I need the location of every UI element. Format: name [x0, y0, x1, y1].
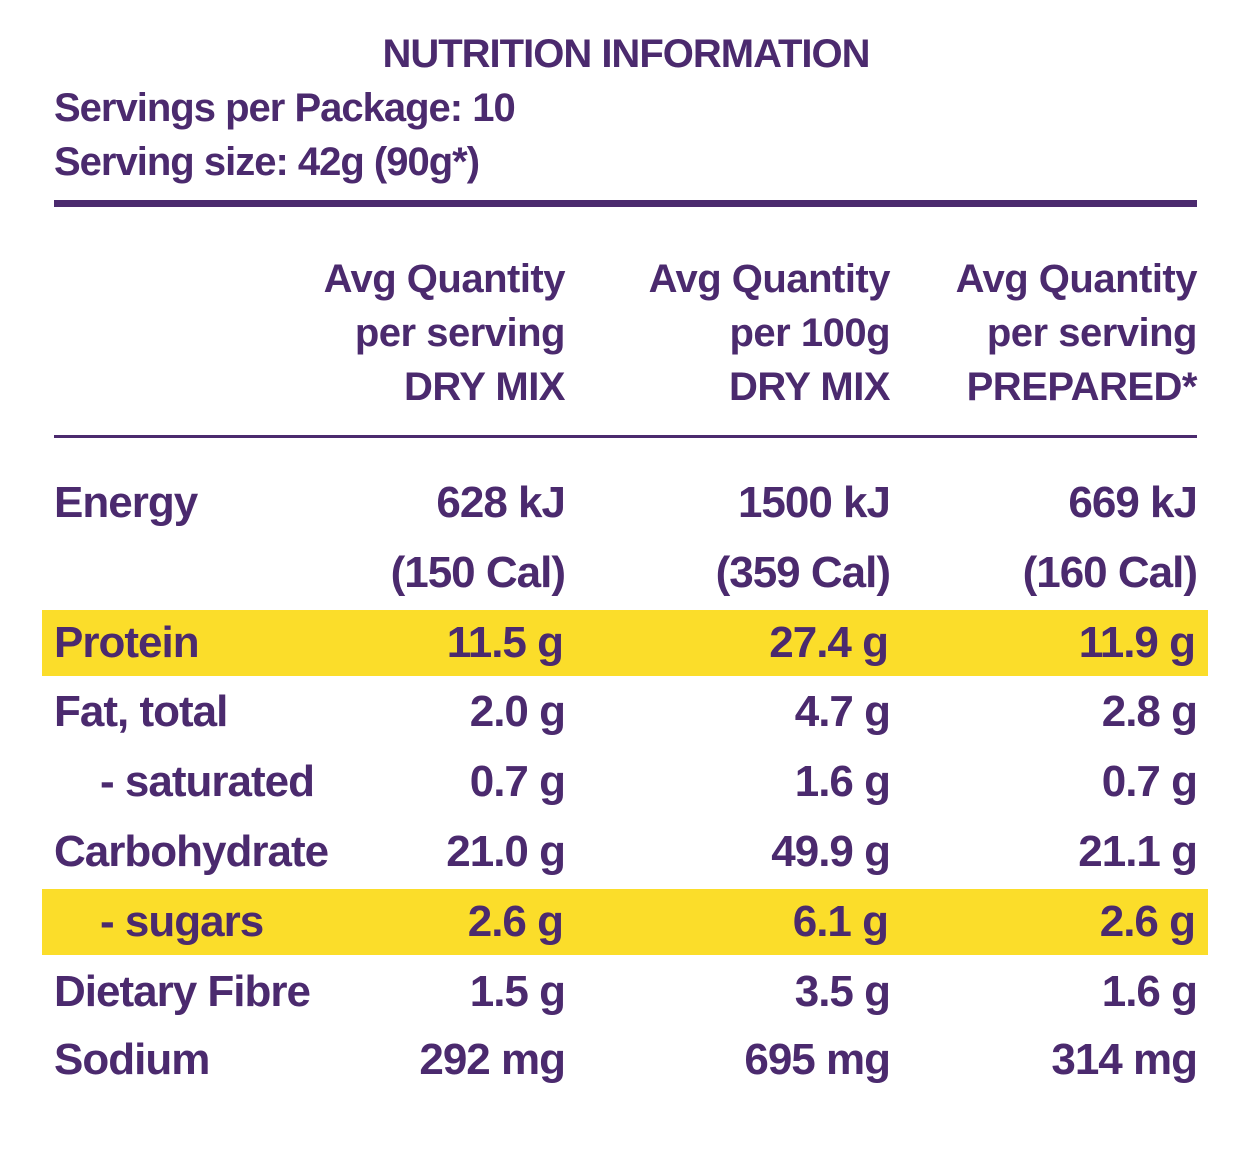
nutrient-value: 3.5 g: [794, 967, 891, 1016]
nutrient-value: 695 mg: [744, 1035, 891, 1084]
header-line: per serving: [354, 311, 566, 355]
nutrient-value: 0.7 g: [469, 757, 566, 806]
nutrient-value: 21.0 g: [446, 827, 566, 876]
nutrient-value: 21.1 g: [1078, 827, 1198, 876]
nutrient-value: 4.7 g: [794, 687, 891, 736]
nutrient-value: 2.0 g: [469, 687, 566, 736]
column-header-dry-serving: Avg Quantity per serving DRY MIX: [323, 252, 566, 414]
nutrient-value: 669 kJ: [1068, 478, 1198, 527]
nutrient-label: - saturated: [100, 757, 315, 806]
nutrient-row: - sugars 2.6 g 6.1 g 2.6 g: [42, 889, 1208, 955]
header-line: per 100g: [729, 311, 890, 355]
nutrient-row: Carbohydrate 21.0 g 49.9 g 21.1 g: [0, 819, 1252, 885]
nutrient-value: 1500 kJ: [737, 478, 891, 527]
nutrient-value: 0.7 g: [1101, 757, 1198, 806]
nutrient-value: 1.6 g: [794, 757, 891, 806]
nutrient-value: (150 Cal): [390, 548, 566, 597]
header-line: DRY MIX: [729, 365, 890, 409]
header-line: DRY MIX: [404, 365, 565, 409]
nutrient-row: Dietary Fibre 1.5 g 3.5 g 1.6 g: [0, 959, 1252, 1025]
nutrient-value: 1.6 g: [1101, 967, 1198, 1016]
nutrient-value: 49.9 g: [771, 827, 891, 876]
nutrient-value: 6.1 g: [792, 897, 889, 946]
nutrient-row: Energy 628 kJ 1500 kJ 669 kJ: [0, 470, 1252, 536]
nutrient-value: 314 mg: [1051, 1035, 1198, 1084]
thick-divider: [54, 200, 1197, 207]
header-line: PREPARED*: [966, 365, 1198, 409]
header-line: per serving: [986, 311, 1198, 355]
nutrient-label: Sodium: [54, 1035, 210, 1084]
label-title: NUTRITION INFORMATION: [382, 32, 870, 76]
nutrient-row: Sodium 292 mg 695 mg 314 mg: [0, 1027, 1252, 1093]
nutrient-value: 27.4 g: [769, 618, 889, 667]
nutrient-value: (160 Cal): [1022, 548, 1198, 597]
nutrient-value: 1.5 g: [469, 967, 566, 1016]
nutrient-label: Dietary Fibre: [54, 967, 311, 1016]
nutrient-value: 292 mg: [419, 1035, 566, 1084]
nutrient-label: Energy: [54, 478, 198, 527]
nutrient-value: 2.8 g: [1101, 687, 1198, 736]
nutrient-value: 11.9 g: [1078, 618, 1196, 667]
nutrient-row: Fat, total 2.0 g 4.7 g 2.8 g: [0, 679, 1252, 745]
nutrient-label: - sugars: [100, 897, 264, 946]
header-line: Avg Quantity: [648, 257, 891, 301]
nutrient-label: Protein: [54, 618, 200, 667]
nutrient-value: 2.6 g: [1099, 897, 1196, 946]
nutrient-label: Carbohydrate: [54, 827, 329, 876]
column-header-dry-100g: Avg Quantity per 100g DRY MIX: [648, 252, 891, 414]
nutrient-value: 11.5 g: [446, 618, 564, 667]
nutrient-label: Fat, total: [54, 687, 228, 736]
header-line: Avg Quantity: [323, 257, 566, 301]
nutrient-row: (150 Cal) (359 Cal) (160 Cal): [0, 540, 1252, 606]
thin-divider: [54, 435, 1197, 438]
nutrient-value: 2.6 g: [467, 897, 564, 946]
header-line: Avg Quantity: [955, 257, 1198, 301]
nutrient-value: 628 kJ: [436, 478, 566, 527]
nutrient-row: - saturated 0.7 g 1.6 g 0.7 g: [0, 749, 1252, 815]
column-header-prepared: Avg Quantity per serving PREPARED*: [955, 252, 1198, 414]
serving-size: Serving size: 42g (90g*): [54, 140, 480, 184]
servings-per-package: Servings per Package: 10: [54, 86, 516, 130]
nutrient-row: Protein 11.5 g 27.4 g 11.9 g: [42, 610, 1208, 676]
nutrient-value: (359 Cal): [715, 548, 891, 597]
